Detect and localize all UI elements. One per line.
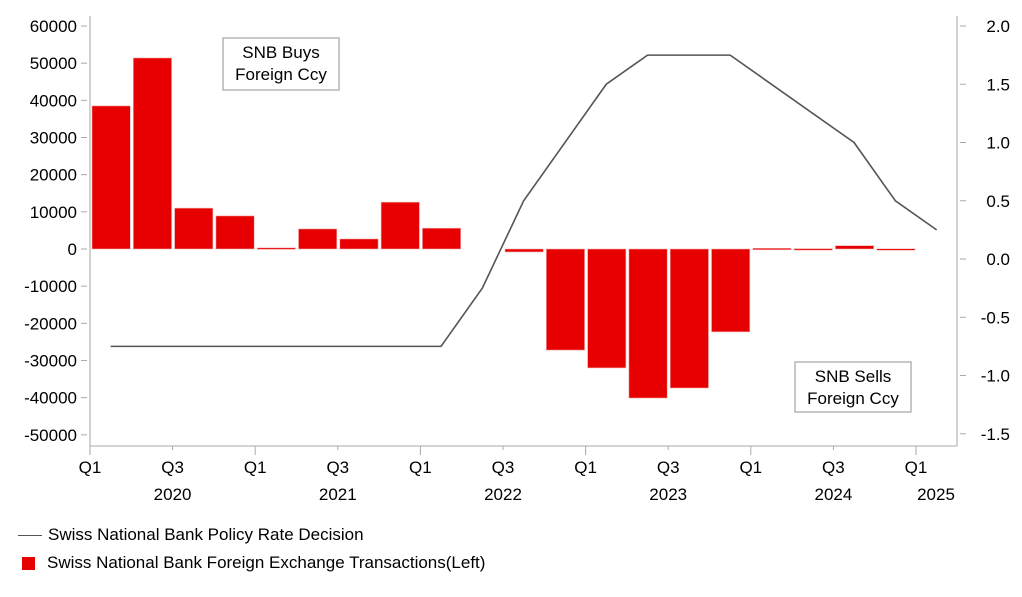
left-axis-tick-label: 50000 <box>30 54 77 73</box>
bar <box>298 228 338 250</box>
annotation-text: SNB Sells <box>815 367 892 386</box>
legend-line-swatch <box>18 534 42 536</box>
x-axis-tick-label: Q1 <box>409 458 432 477</box>
left-axis-tick-label: 30000 <box>30 129 77 148</box>
bar <box>256 247 296 250</box>
left-axis-tick-label: -10000 <box>24 277 77 296</box>
bar <box>174 207 214 250</box>
x-axis-tick-label: Q3 <box>161 458 184 477</box>
bar <box>876 248 916 251</box>
x-axis-tick-label: Q1 <box>244 458 267 477</box>
left-axis-tick-label: 10000 <box>30 203 77 222</box>
bar <box>133 57 172 250</box>
right-axis-tick-label: -1.0 <box>981 367 1010 386</box>
bar <box>545 248 585 351</box>
left-axis-tick-label: -40000 <box>24 389 77 408</box>
x-axis-tick-label: Q3 <box>657 458 680 477</box>
x-axis-year-label: 2025 <box>917 485 955 504</box>
annotation-text: SNB Buys <box>242 43 319 62</box>
left-axis-tick-label: -20000 <box>24 314 77 333</box>
legend-item-policy-rate: Swiss National Bank Policy Rate Decision <box>18 525 364 545</box>
legend-label-policy-rate: Swiss National Bank Policy Rate Decision <box>48 525 364 544</box>
x-axis-tick-label: Q1 <box>79 458 102 477</box>
x-axis-tick-label: Q3 <box>326 458 349 477</box>
left-axis-tick-label: 0 <box>68 240 77 259</box>
legend-label-fx-transactions: Swiss National Bank Foreign Exchange Tra… <box>47 553 486 572</box>
bar <box>504 248 544 253</box>
left-axis-tick-label: 40000 <box>30 91 77 110</box>
x-axis-tick-label: Q3 <box>822 458 845 477</box>
x-axis-tick-label: Q1 <box>739 458 762 477</box>
bar <box>793 248 833 251</box>
left-axis-tick-label: -30000 <box>24 352 77 371</box>
right-axis-tick-label: 2.0 <box>986 17 1010 36</box>
x-axis-year-label: 2024 <box>814 485 852 504</box>
right-axis-tick-label: -0.5 <box>981 308 1010 327</box>
bar <box>628 248 668 399</box>
annotation-text: Foreign Ccy <box>235 65 327 84</box>
x-axis-year-label: 2023 <box>649 485 687 504</box>
bar <box>422 227 461 250</box>
annotations: SNB Buys Foreign Ccy SNB Sells Foreign Ccy <box>222 37 912 413</box>
annotation-text: Foreign Ccy <box>807 389 899 408</box>
bar <box>339 238 379 250</box>
bar <box>669 248 709 389</box>
x-axis-tick-label: Q3 <box>492 458 515 477</box>
legend-bar-swatch <box>22 556 35 570</box>
x-axis-year-label: 2021 <box>319 485 357 504</box>
annotation-snb-buys: SNB Buys Foreign Ccy <box>222 37 340 91</box>
right-axis-tick-label: 1.5 <box>986 75 1010 94</box>
left-axis-tick-label: 60000 <box>30 17 77 36</box>
bar <box>91 105 131 250</box>
x-axis-tick-label: Q1 <box>905 458 928 477</box>
annotation-snb-sells: SNB Sells Foreign Ccy <box>794 361 912 413</box>
line-series <box>110 54 938 348</box>
bar <box>587 248 627 369</box>
policy-rate-line <box>110 54 938 348</box>
x-axis-tick-label: Q1 <box>574 458 597 477</box>
annotation-box <box>222 37 340 91</box>
bar <box>215 215 255 250</box>
bar <box>835 245 875 250</box>
right-axis-tick-label: 0.0 <box>986 250 1010 269</box>
left-axis-tick-label: -50000 <box>24 426 77 445</box>
right-axis-tick-label: -1.5 <box>981 425 1010 444</box>
x-axis-year-label: 2020 <box>154 485 192 504</box>
right-axis-tick-label: 1.0 <box>986 134 1010 153</box>
left-axis-tick-label: 20000 <box>30 166 77 185</box>
right-axis-tick-label: 0.5 <box>986 192 1010 211</box>
axes: 60000 50000 40000 30000 20000 10000 0 -10000 -20… <box>24 16 1010 504</box>
x-axis-year-label: 2022 <box>484 485 522 504</box>
legend-item-fx-transactions: Swiss National Bank Foreign Exchange Tra… <box>18 553 485 573</box>
bar <box>711 248 751 333</box>
bar <box>752 247 792 251</box>
bar <box>380 201 420 250</box>
annotation-box <box>794 361 912 413</box>
bar-series <box>91 57 916 399</box>
